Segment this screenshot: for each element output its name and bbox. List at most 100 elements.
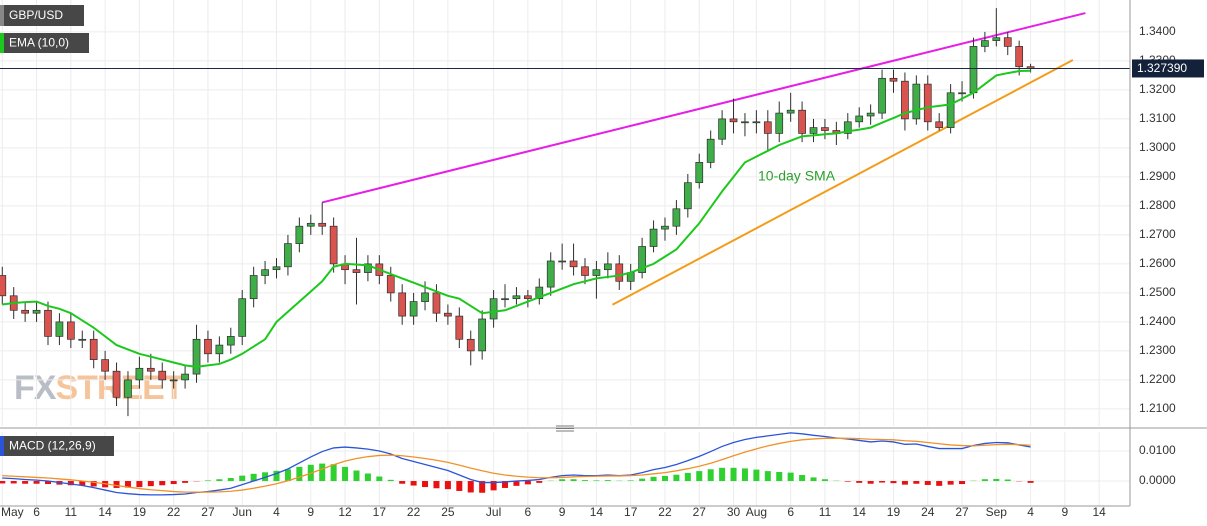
y-tick-label: 0.0100	[1139, 443, 1176, 457]
histogram-bar	[284, 469, 291, 482]
x-tick-label: May	[1, 505, 24, 519]
histogram-bar	[147, 481, 154, 487]
histogram-bar	[719, 467, 726, 482]
candle-body	[112, 370, 121, 398]
histogram-bar	[730, 467, 737, 482]
y-tick-label: 1.2500	[1139, 285, 1176, 299]
histogram-bar	[159, 481, 166, 486]
legend-swatch	[0, 33, 4, 53]
candle-body	[124, 379, 132, 398]
x-tick-label: 22	[658, 505, 672, 519]
histogram-bar	[821, 479, 828, 482]
histogram-bar	[490, 481, 497, 491]
y-tick-label: 1.2200	[1139, 372, 1176, 386]
histogram-bar	[273, 470, 280, 482]
histogram-bar	[776, 472, 783, 482]
candle-body	[32, 309, 41, 314]
candle-body	[455, 315, 464, 340]
x-tick-label: 12	[338, 505, 352, 519]
candle-body	[55, 321, 64, 337]
last-price-label: 1.327390	[1137, 61, 1187, 75]
candle-body	[169, 379, 178, 382]
x-tick-label: 4	[1027, 505, 1034, 519]
legend-box	[0, 33, 89, 53]
resize-handle[interactable]	[556, 425, 574, 432]
candle-body	[649, 228, 658, 247]
legend-ema[interactable]: EMA (10,0)	[0, 33, 89, 53]
candle-body	[421, 292, 429, 302]
histogram-bar	[410, 481, 417, 486]
candle-body	[512, 295, 521, 300]
x-tick-label: 14	[1092, 505, 1106, 519]
histogram-bar	[44, 481, 51, 485]
legend-macd[interactable]: MACD (12,26,9)	[0, 436, 114, 456]
x-tick-label: 9	[559, 505, 566, 519]
histogram-bar	[239, 475, 246, 482]
histogram-bar	[661, 475, 668, 482]
histogram-bar	[353, 470, 360, 482]
candle-body	[946, 92, 955, 128]
histogram-bar	[182, 481, 189, 483]
histogram-bar	[296, 466, 303, 482]
candle-body	[775, 112, 784, 134]
x-tick-label: Jun	[233, 505, 252, 519]
histogram-bar	[959, 481, 966, 485]
candle-body	[935, 121, 944, 128]
candle-body	[683, 182, 692, 210]
histogram-bar	[650, 476, 657, 482]
legend-price[interactable]: GBP/USD	[0, 5, 84, 26]
candle-body	[501, 298, 509, 301]
x-tick-label: 14	[853, 505, 867, 519]
candle-body	[992, 37, 1001, 41]
histogram-bar	[0, 481, 6, 484]
legend-swatch	[0, 436, 4, 456]
histogram-bar	[913, 481, 920, 484]
candle-body	[638, 246, 646, 273]
candle-body	[409, 301, 418, 317]
histogram-bar	[433, 481, 440, 489]
y-tick-label: 1.2900	[1139, 169, 1176, 183]
candle-body	[192, 338, 201, 375]
histogram-bar	[593, 480, 600, 482]
macd-line	[2, 437, 1031, 493]
histogram-bar	[342, 466, 349, 482]
histogram-bar	[250, 473, 257, 482]
histogram-bar	[364, 473, 371, 482]
candle-body	[21, 309, 29, 314]
histogram-bar	[216, 479, 223, 482]
candle-body	[969, 46, 978, 94]
x-tick-label: Aug	[746, 505, 767, 519]
legend-swatch	[0, 5, 4, 26]
x-tick-label: Sep	[986, 505, 1008, 519]
candle-body	[706, 138, 715, 163]
y-tick-label: 1.3000	[1139, 140, 1176, 154]
x-tick-label: 11	[65, 505, 78, 519]
candle-body	[444, 312, 452, 317]
candle-body	[101, 359, 109, 372]
x-tick-label: 19	[887, 505, 901, 519]
histogram-bar	[787, 472, 794, 482]
histogram-bar	[90, 481, 97, 487]
candle-body	[603, 263, 612, 271]
histogram-bar	[604, 480, 611, 482]
histogram-bar	[33, 481, 40, 484]
candle-body	[261, 269, 269, 276]
candle-body	[181, 373, 189, 381]
candle-body	[1015, 46, 1024, 68]
histogram-bar	[753, 469, 760, 482]
candle-body	[786, 109, 795, 114]
candle-body	[661, 225, 669, 230]
histogram-bar	[993, 478, 1000, 482]
candle-body	[44, 309, 52, 337]
ema-line	[2, 69, 1031, 368]
candle-body	[1003, 37, 1012, 47]
candle-body	[958, 92, 966, 95]
trendline	[611, 59, 1074, 306]
y-tick-label: 1.2600	[1139, 256, 1176, 270]
histogram-bar	[399, 481, 406, 484]
x-tick-label: 4	[273, 505, 280, 519]
histogram-bar	[79, 481, 86, 486]
candle-body	[741, 121, 749, 124]
